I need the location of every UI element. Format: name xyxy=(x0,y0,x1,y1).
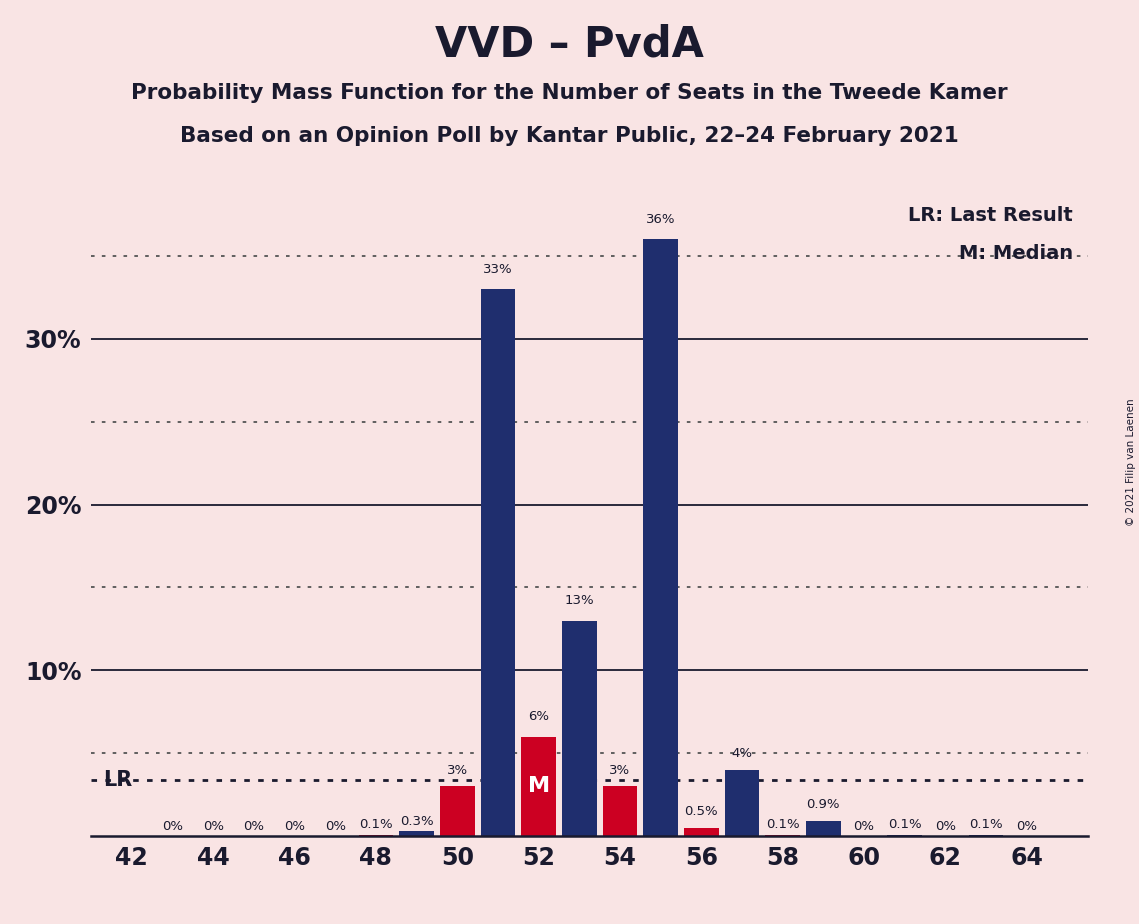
Bar xyxy=(603,786,637,836)
Text: 0%: 0% xyxy=(853,820,875,833)
Bar xyxy=(685,828,719,836)
Text: Based on an Opinion Poll by Kantar Public, 22–24 February 2021: Based on an Opinion Poll by Kantar Publi… xyxy=(180,126,959,146)
Bar xyxy=(969,834,1003,836)
Text: 0.1%: 0.1% xyxy=(888,819,921,832)
Bar xyxy=(806,821,841,836)
Bar xyxy=(359,834,393,836)
Text: 0.9%: 0.9% xyxy=(806,798,841,811)
Bar xyxy=(440,786,475,836)
Text: 0%: 0% xyxy=(1016,820,1038,833)
Text: 36%: 36% xyxy=(646,213,675,225)
Bar xyxy=(481,289,515,836)
Text: 0%: 0% xyxy=(284,820,305,833)
Text: 0%: 0% xyxy=(325,820,346,833)
Bar xyxy=(724,770,760,836)
Text: © 2021 Filip van Laenen: © 2021 Filip van Laenen xyxy=(1126,398,1136,526)
Text: 0%: 0% xyxy=(935,820,956,833)
Text: 4%: 4% xyxy=(731,747,753,760)
Text: 0%: 0% xyxy=(203,820,223,833)
Bar xyxy=(765,834,800,836)
Text: 0%: 0% xyxy=(162,820,183,833)
Text: VVD – PvdA: VVD – PvdA xyxy=(435,23,704,65)
Bar xyxy=(887,834,921,836)
Text: 0.5%: 0.5% xyxy=(685,805,718,818)
Text: 0.1%: 0.1% xyxy=(765,819,800,832)
Text: LR: Last Result: LR: Last Result xyxy=(908,206,1073,225)
Text: 3%: 3% xyxy=(609,763,631,776)
Text: 0%: 0% xyxy=(244,820,264,833)
Bar xyxy=(562,621,597,836)
Text: LR: LR xyxy=(104,770,132,790)
Bar xyxy=(644,239,678,836)
Text: 6%: 6% xyxy=(528,711,549,723)
Text: 3%: 3% xyxy=(446,763,468,776)
Text: 0.3%: 0.3% xyxy=(400,815,433,828)
Bar xyxy=(522,736,556,836)
Text: Probability Mass Function for the Number of Seats in the Tweede Kamer: Probability Mass Function for the Number… xyxy=(131,83,1008,103)
Text: 13%: 13% xyxy=(565,594,595,607)
Text: M: Median: M: Median xyxy=(959,244,1073,263)
Text: 0.1%: 0.1% xyxy=(359,819,393,832)
Text: 33%: 33% xyxy=(483,262,513,275)
Bar xyxy=(400,832,434,836)
Text: 0.1%: 0.1% xyxy=(969,819,1002,832)
Text: M: M xyxy=(527,776,550,796)
